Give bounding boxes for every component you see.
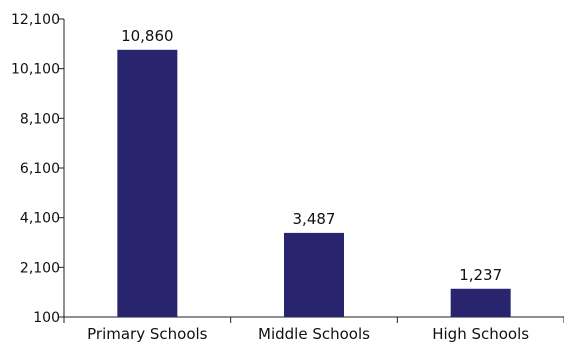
data-label: 1,237 bbox=[459, 266, 502, 284]
y-tick-label: 4,100 bbox=[20, 211, 60, 227]
y-tick-label: 8,100 bbox=[20, 111, 60, 127]
x-category-label: Primary Schools bbox=[87, 325, 208, 343]
bar-high-schools bbox=[450, 288, 511, 317]
bars bbox=[117, 49, 511, 317]
data-label: 3,487 bbox=[293, 210, 336, 228]
y-tick-label: 100 bbox=[33, 310, 60, 326]
bar-primary-schools bbox=[117, 49, 178, 317]
bar-middle-schools bbox=[284, 232, 344, 317]
data-labels: 10,860 3,487 1,237 bbox=[121, 27, 502, 284]
y-axis: 100 2,100 4,100 6,100 8,100 10,100 12,100 bbox=[11, 12, 65, 326]
y-tick-label: 6,100 bbox=[20, 161, 60, 177]
y-tick-label: 12,100 bbox=[11, 12, 60, 28]
y-tick-label: 2,100 bbox=[20, 260, 60, 276]
x-category-label: High Schools bbox=[432, 325, 529, 343]
data-label: 10,860 bbox=[121, 27, 174, 45]
y-tick-label: 10,100 bbox=[11, 62, 60, 78]
x-axis: Primary Schools Middle Schools High School… bbox=[63, 316, 564, 343]
x-category-label: Middle Schools bbox=[258, 325, 370, 343]
